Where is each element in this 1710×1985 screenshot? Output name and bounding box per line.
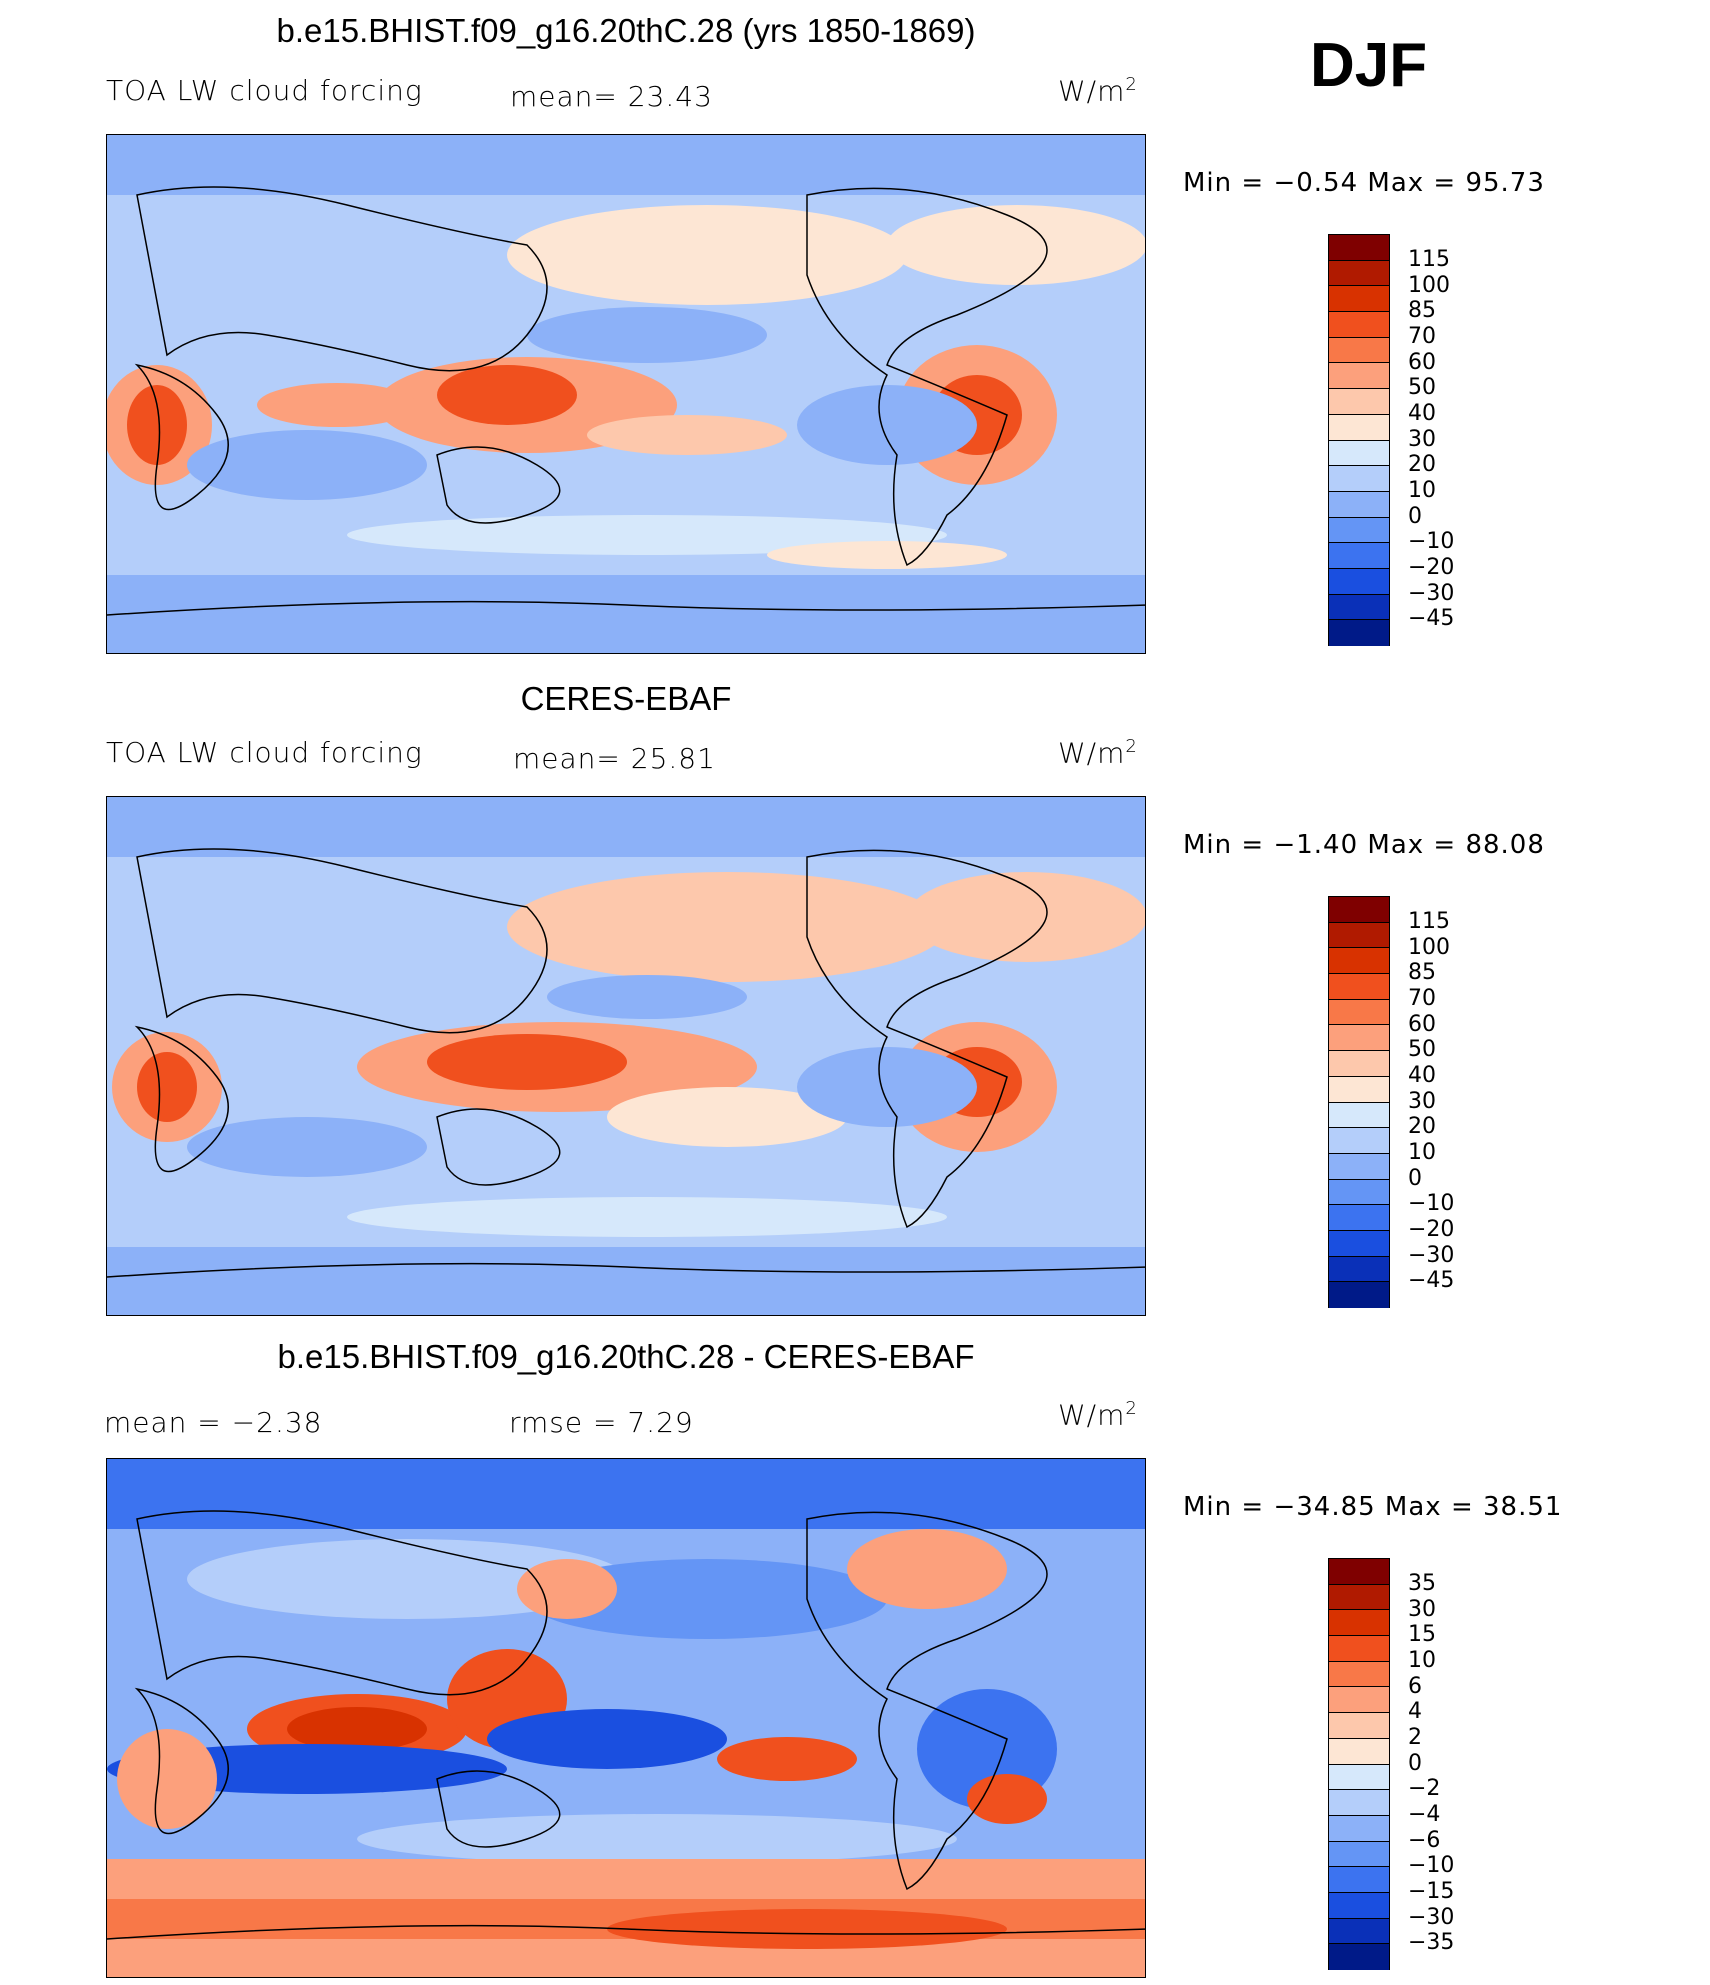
panel1-variable-label: TOA LW cloud forcing: [106, 74, 423, 107]
colorbar-tick-label: 6: [1408, 1674, 1422, 1699]
colorbar-tick-label: 115: [1408, 247, 1450, 272]
panel3-minmax-label: Min = −34.85 Max = 38.51: [1183, 1492, 1563, 1522]
colorbar-tick-label: 10: [1408, 1140, 1436, 1165]
colorbar-tick-label: 4: [1408, 1699, 1422, 1724]
colorbar-tick-label: 40: [1408, 1063, 1436, 1088]
colorbar-tick-label: 10: [1408, 478, 1436, 503]
panel1-map: [106, 134, 1146, 654]
colorbar-tick-label: 70: [1408, 324, 1436, 349]
colorbar-tick-label: −10: [1408, 529, 1455, 554]
colorbar-tick-label: 50: [1408, 1037, 1436, 1062]
colorbar-tick-label: 2: [1408, 1725, 1422, 1750]
panel1-title: b.e15.BHIST.f09_g16.20thC.28 (yrs 1850-1…: [276, 12, 976, 49]
colorbar-tick-label: 50: [1408, 375, 1436, 400]
panel1-mean-label: mean= 23.43: [510, 80, 713, 113]
colorbar-tick-label: 30: [1408, 1597, 1436, 1622]
colorbar-tick-label: −10: [1408, 1853, 1455, 1878]
panel2-map: [106, 796, 1146, 1316]
panel2-variable-label: TOA LW cloud forcing: [106, 736, 423, 769]
panel2-mean-label: mean= 25.81: [513, 742, 716, 775]
panel2-colorbar: [1328, 896, 1390, 1308]
colorbar-tick-label: −30: [1408, 581, 1455, 606]
colorbar-tick-label: −20: [1408, 1217, 1455, 1242]
colorbar-tick-label: 10: [1408, 1648, 1436, 1673]
colorbar-tick-label: −30: [1408, 1905, 1455, 1930]
panel3-title: b.e15.BHIST.f09_g16.20thC.28 - CERES-EBA…: [277, 1338, 975, 1375]
colorbar-tick-label: 20: [1408, 452, 1436, 477]
colorbar-tick-label: 0: [1408, 1166, 1422, 1191]
colorbar-tick-label: 0: [1408, 1751, 1422, 1776]
colorbar-tick-label: −30: [1408, 1243, 1455, 1268]
colorbar-tick-label: 115: [1408, 909, 1450, 934]
colorbar-tick-label: −6: [1408, 1828, 1441, 1853]
colorbar-tick-label: −15: [1408, 1879, 1455, 1904]
colorbar-tick-label: 60: [1408, 350, 1436, 375]
colorbar-tick-label: −4: [1408, 1802, 1441, 1827]
colorbar-tick-label: −45: [1408, 606, 1455, 631]
colorbar-tick-label: 85: [1408, 298, 1436, 323]
colorbar-tick-label: −10: [1408, 1191, 1455, 1216]
colorbar-tick-label: 100: [1408, 273, 1450, 298]
colorbar-tick-label: −20: [1408, 555, 1455, 580]
colorbar-tick-label: 100: [1408, 935, 1450, 960]
panel3-mean-label: mean = −2.38: [104, 1406, 323, 1439]
panel1-units-label: W/m2: [1058, 74, 1138, 108]
panel3-colorbar: [1328, 1558, 1390, 1970]
panel1-minmax-label: Min = −0.54 Max = 95.73: [1183, 168, 1545, 198]
colorbar-tick-label: 70: [1408, 986, 1436, 1011]
panel3-map: [106, 1458, 1146, 1978]
colorbar-tick-label: 40: [1408, 401, 1436, 426]
colorbar-tick-label: −2: [1408, 1776, 1441, 1801]
colorbar-tick-label: 20: [1408, 1114, 1436, 1139]
colorbar-tick-label: 60: [1408, 1012, 1436, 1037]
panel1-colorbar: [1328, 234, 1390, 646]
panel2-units-label: W/m2: [1058, 736, 1138, 770]
colorbar-tick-label: 30: [1408, 427, 1436, 452]
panel3-units-label: W/m2: [1058, 1398, 1138, 1432]
colorbar-tick-label: −45: [1408, 1268, 1455, 1293]
colorbar-tick-label: 35: [1408, 1571, 1436, 1596]
colorbar-tick-label: 85: [1408, 960, 1436, 985]
colorbar-tick-label: 30: [1408, 1089, 1436, 1114]
colorbar-tick-label: 15: [1408, 1622, 1436, 1647]
colorbar-tick-label: −35: [1408, 1930, 1455, 1955]
colorbar-tick-label: 0: [1408, 504, 1422, 529]
season-label: DJF: [1310, 31, 1428, 100]
panel2-minmax-label: Min = −1.40 Max = 88.08: [1183, 830, 1545, 860]
panel3-rmse-label: rmse = 7.29: [509, 1406, 694, 1439]
panel2-title: CERES-EBAF: [520, 680, 732, 717]
